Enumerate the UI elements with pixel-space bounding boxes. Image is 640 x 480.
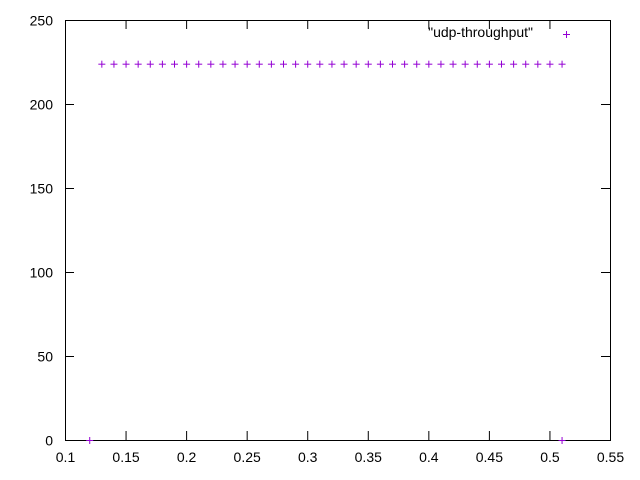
x-tick-label: 0.45 bbox=[476, 449, 503, 465]
data-point bbox=[328, 60, 336, 68]
legend: "udp-throughput" bbox=[428, 24, 570, 40]
data-point bbox=[340, 60, 348, 68]
y-tick-label: 100 bbox=[30, 265, 54, 281]
data-point bbox=[364, 60, 372, 68]
data-point bbox=[449, 60, 457, 68]
data-point bbox=[171, 60, 178, 68]
data-point bbox=[98, 60, 106, 68]
data-point bbox=[219, 60, 227, 68]
data-point bbox=[292, 60, 300, 68]
data-point bbox=[376, 60, 384, 68]
data-point bbox=[316, 60, 324, 68]
data-point bbox=[122, 60, 130, 68]
data-point bbox=[158, 60, 166, 68]
axes bbox=[65, 20, 611, 441]
data-point bbox=[425, 60, 433, 68]
y-tick-label: 250 bbox=[30, 13, 54, 29]
data-point bbox=[231, 60, 239, 68]
data-point bbox=[522, 60, 530, 68]
data-point bbox=[183, 60, 191, 68]
data-point bbox=[558, 437, 566, 444]
x-tick-label: 0.2 bbox=[177, 449, 197, 465]
data-point bbox=[134, 60, 142, 68]
legend-label: "udp-throughput" bbox=[428, 24, 533, 40]
data-point bbox=[401, 60, 409, 68]
x-tick-label: 0.25 bbox=[234, 449, 261, 465]
data-point bbox=[534, 60, 542, 68]
data-point bbox=[110, 60, 118, 68]
data-point bbox=[304, 60, 312, 68]
x-tick-label: 0.15 bbox=[112, 449, 139, 465]
x-tick-label: 0.3 bbox=[298, 449, 318, 465]
data-point bbox=[389, 60, 396, 68]
y-tick-label: 200 bbox=[30, 97, 54, 113]
x-tick-label: 0.4 bbox=[419, 449, 439, 465]
legend-marker-symbol bbox=[563, 31, 570, 38]
data-point bbox=[510, 60, 518, 68]
data-point bbox=[413, 60, 421, 68]
data-points bbox=[86, 60, 566, 444]
y-tick-label: 50 bbox=[37, 349, 53, 365]
data-point bbox=[473, 60, 481, 68]
data-point bbox=[498, 60, 505, 68]
data-point bbox=[546, 60, 554, 68]
legend-marker bbox=[563, 31, 570, 38]
data-point bbox=[255, 60, 263, 68]
data-point bbox=[243, 60, 251, 68]
x-tick-label: 0.1 bbox=[56, 449, 76, 465]
x-tick-label: 0.55 bbox=[597, 449, 624, 465]
data-point bbox=[207, 60, 215, 68]
data-point bbox=[437, 60, 445, 68]
data-point bbox=[461, 60, 469, 68]
data-point bbox=[86, 437, 94, 444]
tick-marks: 0.1 0.15 0.2 0.25 0.3 0.35 0.4 0.45 0.5 0.55 0 50 10… bbox=[30, 13, 625, 466]
data-point bbox=[146, 60, 154, 68]
y-tick-label: 0 bbox=[45, 433, 53, 449]
data-point bbox=[280, 60, 287, 68]
data-point bbox=[485, 60, 493, 68]
x-tick-label: 0.35 bbox=[355, 449, 382, 465]
data-point bbox=[558, 60, 566, 68]
y-tick-label: 150 bbox=[30, 181, 54, 197]
data-point bbox=[267, 60, 275, 68]
data-point bbox=[195, 60, 203, 68]
plot-border bbox=[65, 20, 611, 441]
x-tick-label: 0.5 bbox=[540, 449, 560, 465]
data-point bbox=[352, 60, 360, 68]
